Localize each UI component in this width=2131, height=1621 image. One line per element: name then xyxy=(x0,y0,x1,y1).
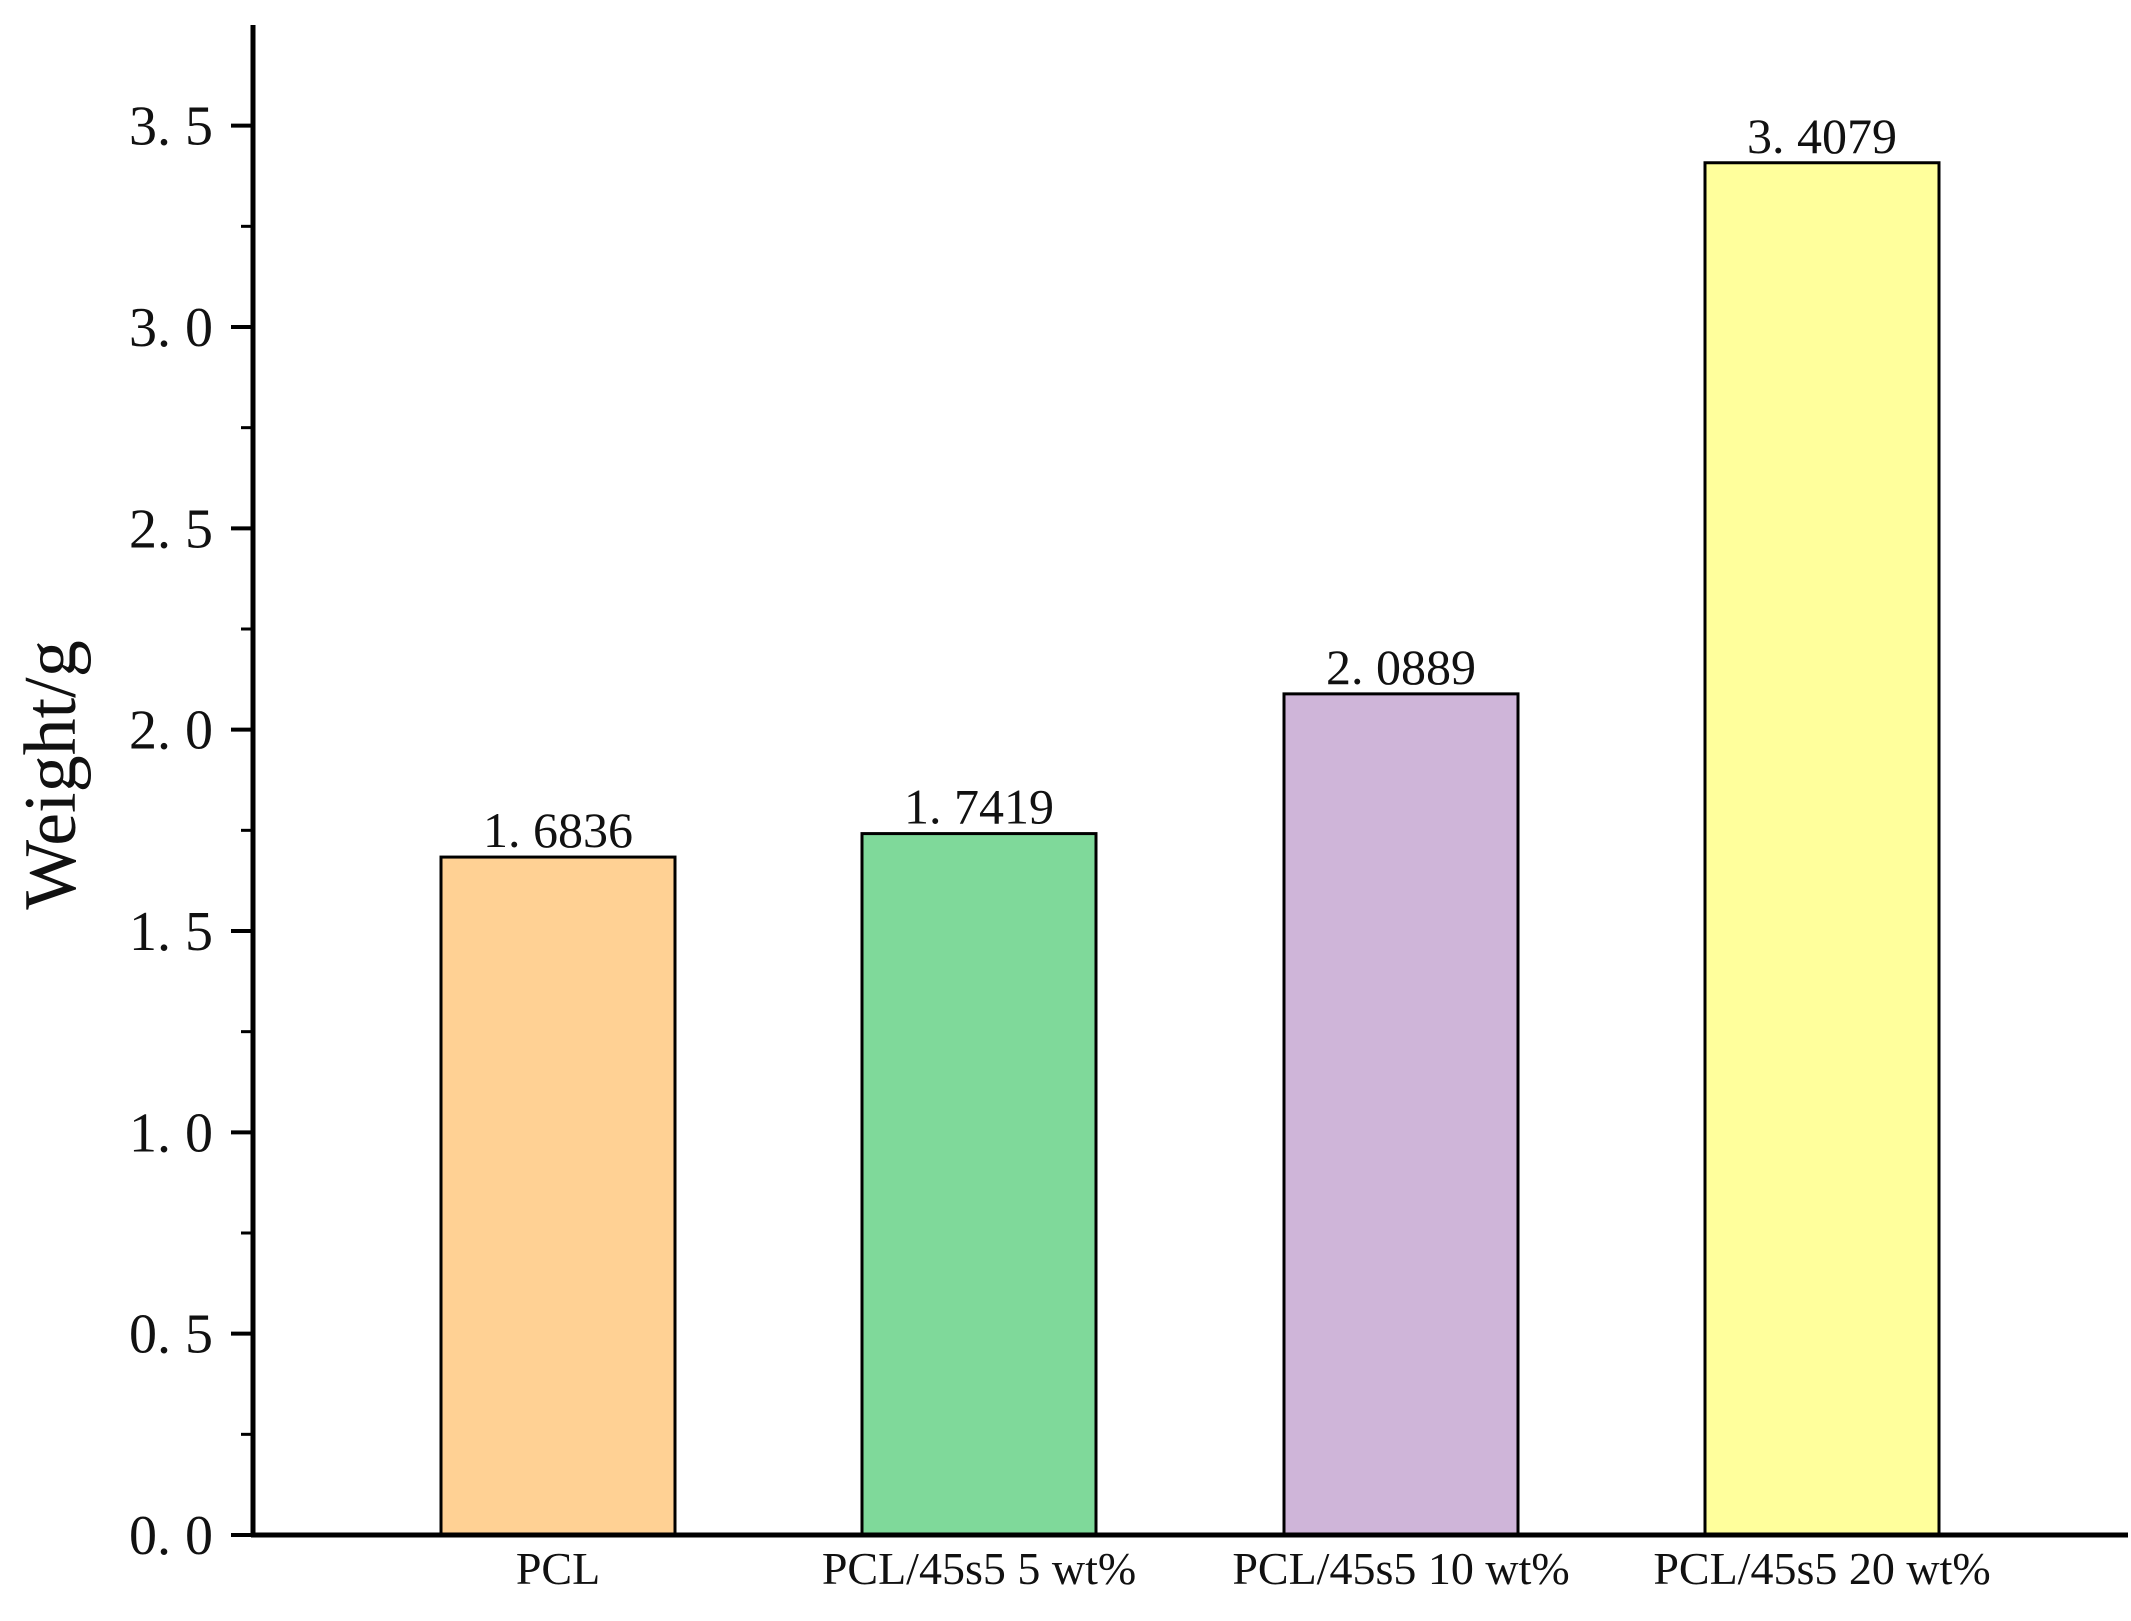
bar-value-label-4: 3. 4079 xyxy=(1747,108,1897,164)
x-tick-label-4: PCL/45s5 20 wt% xyxy=(1653,1543,1990,1594)
bar-1 xyxy=(439,855,677,1537)
y-tick-label-5: 2. 0 xyxy=(129,700,213,762)
bar-value-label-2: 1. 7419 xyxy=(904,779,1054,835)
y-tick-label-6: 2. 5 xyxy=(129,498,213,560)
x-tick-label-2: PCL/45s5 5 wt% xyxy=(822,1543,1136,1594)
y-tick-label-1: 0. 0 xyxy=(129,1505,213,1567)
bar-2 xyxy=(860,832,1098,1537)
y-tick-label-4: 1. 5 xyxy=(129,901,213,963)
y-tick-label-3: 1. 0 xyxy=(129,1102,213,1164)
y-tick-label-8: 3. 5 xyxy=(129,96,213,158)
bars-layer xyxy=(439,161,1941,1537)
bar-3 xyxy=(1282,692,1520,1537)
bar-value-label-1: 1. 6836 xyxy=(483,802,633,858)
x-tick-label-1: PCL xyxy=(516,1543,600,1594)
y-tick-label-2: 0. 5 xyxy=(129,1304,213,1366)
axes-layer xyxy=(231,25,2128,1538)
labels-layer: 1. 6836 PCL 1. 7419 PCL/45s5 5 wt% 2. 0889 PC… xyxy=(129,96,1991,1594)
x-tick-label-3: PCL/45s5 10 wt% xyxy=(1232,1543,1569,1594)
bar-value-label-3: 2. 0889 xyxy=(1326,639,1476,695)
y-tick-label-7: 3. 0 xyxy=(129,297,213,359)
y-axis-title: Weight/g xyxy=(10,640,92,909)
bar-4 xyxy=(1703,161,1941,1537)
